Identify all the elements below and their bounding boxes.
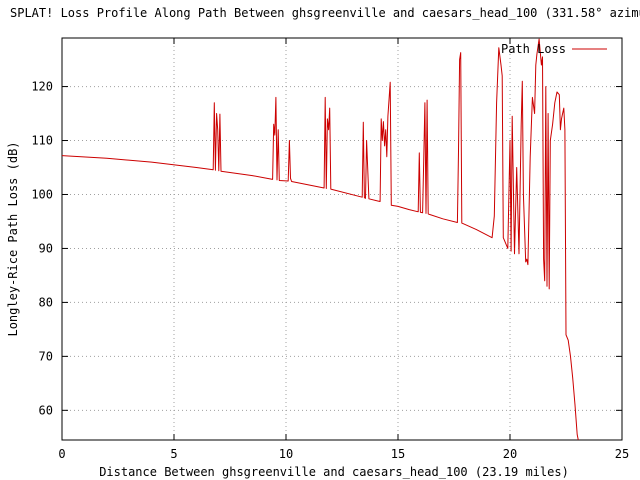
y-tick-label: 110 — [31, 134, 53, 148]
grid — [62, 38, 622, 440]
y-tick-label: 60 — [39, 403, 53, 417]
y-axis-label: Longley-Rice Path Loss (dB) — [6, 141, 20, 336]
x-tick-label: 15 — [391, 447, 405, 461]
series-line — [61, 38, 579, 441]
y-tick-label: 70 — [39, 349, 53, 363]
y-tick-label: 90 — [39, 241, 53, 255]
x-tick-label: 0 — [58, 447, 65, 461]
x-axis-label: Distance Between ghsgreenville and caesa… — [99, 465, 569, 479]
ticks: 0 5 10 15 20 25 60 70 80 90 100 110 120 — [31, 38, 629, 461]
x-tick-label: 25 — [615, 447, 629, 461]
plot-frame — [61, 37, 623, 441]
x-tick-label: 20 — [503, 447, 517, 461]
series — [61, 38, 579, 441]
y-tick-label: 120 — [31, 80, 53, 94]
x-tick-label: 5 — [170, 447, 177, 461]
legend-label: Path Loss — [501, 42, 566, 56]
x-tick-label: 10 — [279, 447, 293, 461]
y-tick-label: 100 — [31, 187, 53, 201]
chart-title: SPLAT! Loss Profile Along Path Between g… — [10, 6, 640, 20]
legend: Path Loss — [501, 42, 607, 56]
y-tick-label: 80 — [39, 295, 53, 309]
